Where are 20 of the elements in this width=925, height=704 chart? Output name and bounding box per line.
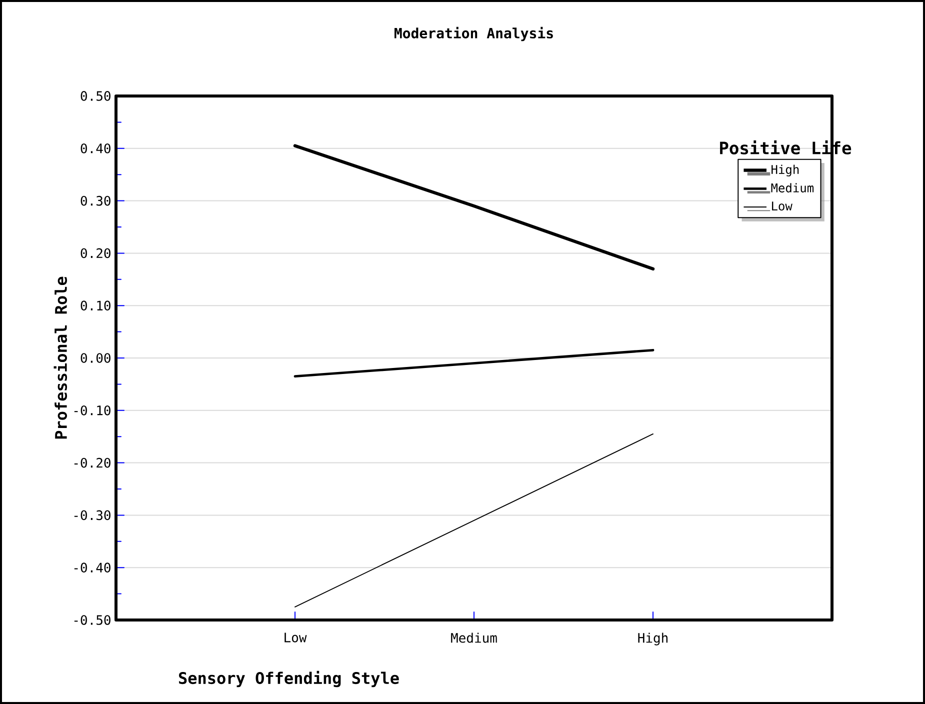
legend-label: Low [772, 202, 792, 211]
y-axis-title: Professional Role [54, 276, 68, 439]
y-tick-label: 0.50 [80, 91, 110, 101]
y-tick-label: 0.40 [80, 143, 110, 154]
y-tick-label: 0.10 [80, 300, 110, 311]
chart-title: Moderation Analysis [394, 26, 553, 42]
y-tick-label: 0.00 [80, 353, 110, 363]
y-tick-label: -0.40 [74, 562, 110, 573]
y-tick-label: -0.10 [74, 405, 110, 416]
y-tick-label: 0.20 [80, 248, 110, 258]
y-tick-label: 0.30 [80, 196, 110, 206]
x-axis-title: Sensory Offending Style [179, 670, 399, 688]
x-tick-label: Low [284, 632, 307, 642]
x-tick-label: High [638, 632, 668, 646]
y-tick-label: -0.30 [74, 510, 110, 520]
legend-label: Medium [771, 183, 814, 192]
y-tick-label: -0.20 [74, 458, 110, 468]
y-tick-label: -0.50 [74, 615, 110, 625]
x-tick-label: Medium [451, 632, 497, 643]
legend-label: High [772, 164, 799, 176]
